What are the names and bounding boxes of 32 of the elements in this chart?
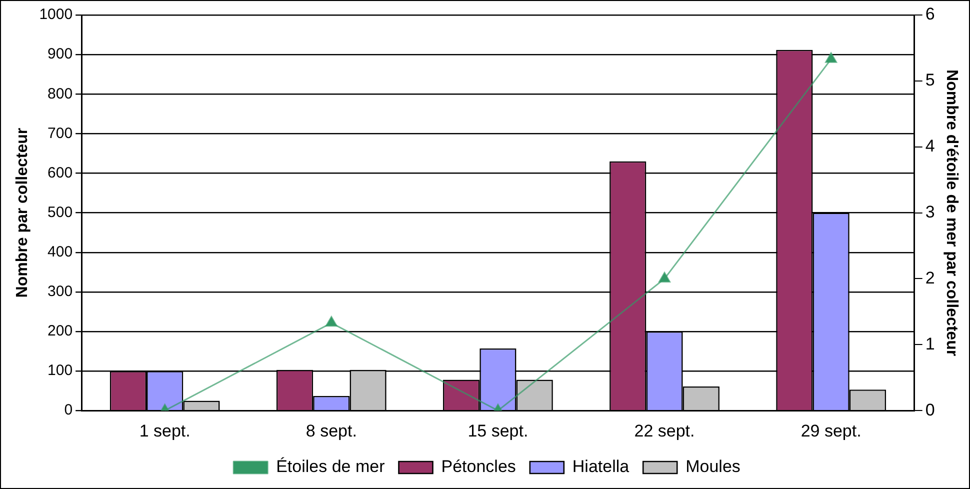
x-tick-label: 22 sept.: [634, 421, 695, 440]
y2-tick-label: 5: [925, 70, 935, 90]
x-tick-label: 8 sept.: [306, 421, 357, 440]
y2-axis-title: Nombre d'étoile de mer par collecteur: [942, 70, 960, 356]
y-tick-label: 0: [64, 402, 73, 419]
x-tick-label: 1 sept.: [139, 421, 190, 440]
y-tick-label: 100: [48, 362, 73, 380]
legend-label: Hiatella: [572, 457, 630, 476]
y-tick-label: 700: [48, 124, 73, 142]
y2-tick-label: 4: [925, 136, 935, 156]
point: [325, 316, 338, 327]
y2-tick-label: 1: [925, 334, 935, 354]
y-tick-label: 400: [48, 244, 73, 260]
y-tick-label: 500: [48, 204, 73, 221]
y-tick-label: 800: [48, 85, 73, 102]
y-tick-label: 300: [48, 283, 73, 300]
legend-label: Moules: [686, 457, 740, 476]
y-tick-label: 1000: [39, 6, 73, 24]
y-axis-title: Nombre par collecteur: [14, 128, 32, 298]
y-tick-label: 900: [48, 46, 73, 63]
x-tick-label: 29 sept.: [800, 421, 862, 440]
x-tick-label: 15 sept.: [468, 421, 528, 440]
y2-tick-label: 2: [925, 268, 935, 288]
y2-tick-label: 6: [925, 4, 935, 24]
point: [825, 52, 838, 63]
point: [658, 272, 670, 282]
legend-label: Pétoncles: [441, 457, 516, 476]
y-tick-label: 600: [48, 164, 73, 182]
y2-tick-label: 3: [925, 202, 935, 222]
legend-label: Étoiles de mer: [276, 457, 386, 476]
y-tick-label: 200: [48, 322, 73, 340]
y2-tick-label: 0: [925, 400, 935, 420]
